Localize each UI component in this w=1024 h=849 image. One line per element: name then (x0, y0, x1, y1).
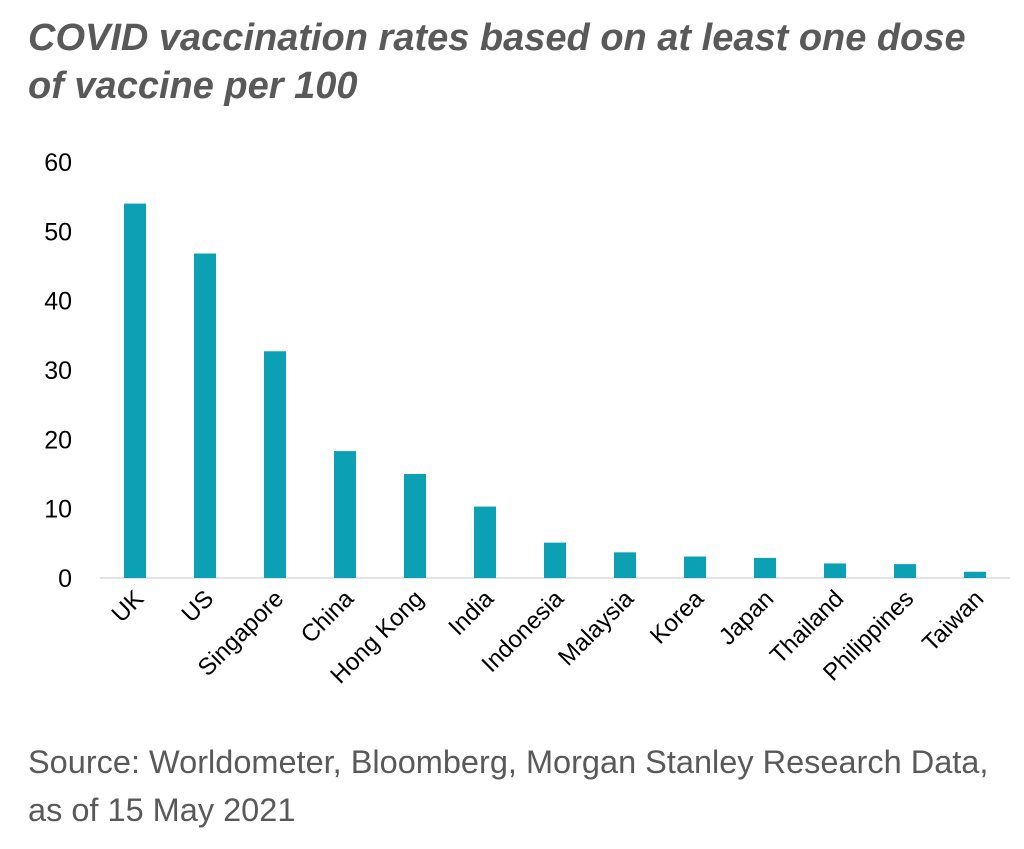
y-tick-label: 20 (44, 426, 72, 454)
bar-singapore (264, 351, 286, 578)
x-tick-label: Taiwan (917, 585, 989, 657)
bar-hong-kong (404, 474, 426, 578)
y-axis-ticks: 0 10 20 30 40 50 60 (44, 149, 72, 593)
x-tick-label: US (177, 585, 220, 628)
x-tick-label: Malaysia (553, 585, 640, 672)
y-tick-label: 30 (44, 357, 72, 385)
x-tick-label: Japan (714, 585, 779, 650)
x-tick-label: Korea (645, 585, 710, 650)
y-tick-label: 40 (44, 288, 72, 316)
bar-uk (124, 203, 146, 578)
x-tick-label: China (296, 585, 360, 649)
bar-thailand (824, 563, 846, 578)
y-tick-label: 50 (44, 218, 72, 246)
x-tick-label: India (443, 585, 499, 641)
source-note: Source: Worldometer, Bloomberg, Morgan S… (28, 744, 989, 828)
y-tick-label: 60 (44, 149, 72, 177)
bar-japan (754, 557, 776, 578)
bar-korea (684, 556, 706, 578)
bars (124, 203, 986, 578)
bar-indonesia (544, 542, 566, 578)
bar-malaysia (614, 552, 636, 578)
bar-india (474, 506, 496, 578)
y-tick-label: 10 (44, 496, 72, 524)
y-tick-label: 0 (58, 565, 72, 593)
chart-title: COVID vaccination rates based on at leas… (28, 17, 966, 107)
bar-taiwan (964, 571, 986, 578)
x-tick-label: UK (107, 585, 150, 628)
bar-philippines (894, 564, 916, 578)
bar-china (334, 451, 356, 578)
bar-us (194, 253, 216, 578)
